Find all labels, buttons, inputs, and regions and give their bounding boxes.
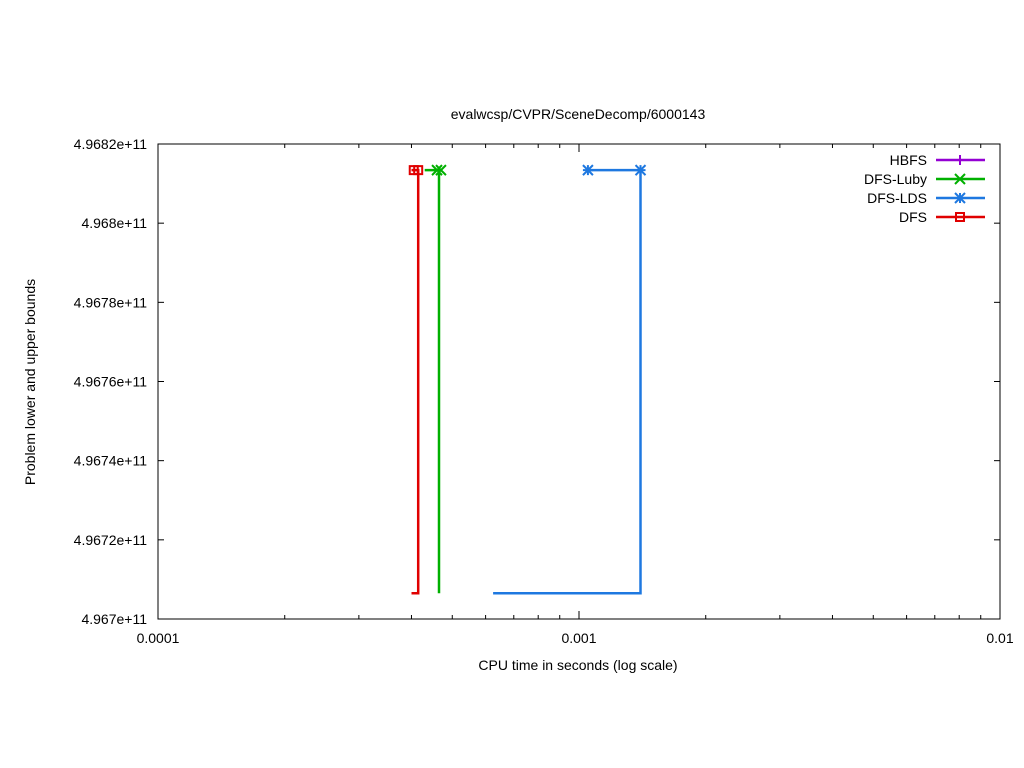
plot-frame: [157, 143, 1001, 620]
legend-marker: [955, 155, 965, 165]
legend-label: DFS-Luby: [864, 171, 927, 187]
series-dfs-luby: [424, 164, 447, 594]
series-line: [493, 168, 642, 595]
series-dfs-lds: [493, 164, 647, 595]
axes: 4.967e+11 4.9672e+11 4.9674e+11 4.9676e+11 4…: [74, 136, 1014, 646]
x-tick-label: 0.01: [986, 630, 1013, 646]
data-point: [413, 165, 424, 176]
legend-item: DFS: [899, 209, 985, 225]
legend-item: HBFS: [890, 152, 985, 168]
data-point: [634, 164, 647, 176]
legend: HBFS DFS-Luby DFS-LDS DFS: [864, 152, 985, 225]
y-tick-label: 4.9672e+11: [74, 532, 148, 548]
y-tick-label: 4.967e+11: [81, 611, 147, 627]
legend-label: HBFS: [890, 152, 927, 168]
y-axis-label: Problem lower and upper bounds: [22, 279, 38, 485]
data-point: [582, 164, 594, 176]
x-axis-label: CPU time in seconds (log scale): [478, 657, 677, 673]
y-tick-label: 4.9678e+11: [74, 294, 148, 310]
legend-label: DFS: [899, 209, 927, 225]
series-line: [424, 168, 441, 594]
y-tick-label: 4.9682e+11: [74, 136, 148, 152]
series-dfs: [408, 165, 424, 595]
x-tick-label: 0.0001: [137, 630, 180, 646]
legend-marker: [955, 212, 965, 222]
legend-label: DFS-LDS: [867, 190, 927, 206]
x-tick-label: 0.001: [561, 630, 596, 646]
legend-marker: [954, 173, 966, 185]
data-point: [435, 164, 447, 176]
chart-title: evalwcsp/CVPR/SceneDecomp/6000143: [451, 106, 706, 122]
y-tick-label: 4.968e+11: [81, 215, 147, 231]
legend-marker: [954, 192, 966, 204]
series-layer: [408, 164, 647, 595]
legend-item: DFS-Luby: [864, 171, 985, 187]
y-tick-label: 4.9676e+11: [74, 374, 148, 390]
y-tick-label: 4.9674e+11: [74, 453, 148, 469]
legend-item: DFS-LDS: [867, 190, 985, 206]
data-point: [431, 164, 443, 176]
